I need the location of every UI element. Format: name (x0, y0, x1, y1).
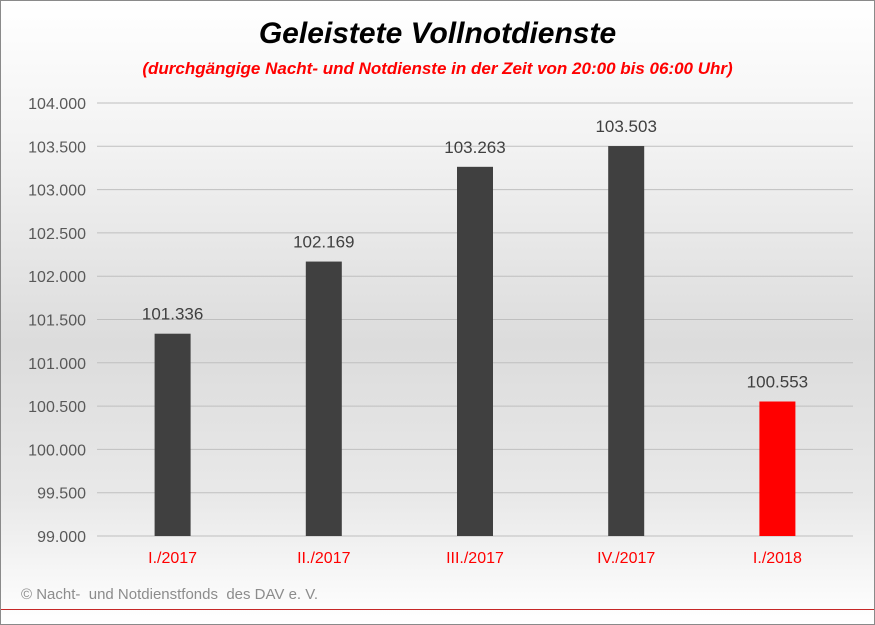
bar (759, 401, 796, 536)
x-category-label: IV./2017 (597, 550, 655, 567)
bar (154, 333, 191, 536)
footer-divider (1, 609, 874, 610)
y-tick-label: 103.500 (28, 139, 86, 156)
x-category-label: I./2017 (148, 550, 197, 567)
bar-value-label: 101.336 (142, 305, 203, 324)
bar (608, 146, 645, 536)
y-tick-label: 101.000 (28, 356, 86, 373)
x-category-label: I./2018 (753, 550, 802, 567)
chart-subtitle: (durchgängige Nacht- und Notdienste in d… (142, 59, 733, 78)
y-tick-label: 104.000 (28, 96, 86, 113)
y-tick-label: 102.000 (28, 269, 86, 286)
y-tick-label: 101.500 (28, 313, 86, 330)
bar-value-label: 102.169 (293, 233, 354, 252)
bar (457, 166, 493, 536)
bar-value-label: 103.503 (595, 117, 656, 136)
y-tick-label: 100.000 (28, 442, 86, 459)
copyright-credit: © Nacht- und Notdienstfonds des DAV e. V… (21, 586, 319, 603)
y-tick-label: 100.500 (28, 399, 86, 416)
bar (305, 261, 342, 536)
y-tick-label: 99.000 (37, 529, 86, 546)
bar-value-label: 103.263 (444, 138, 505, 157)
x-category-label: II./2017 (297, 550, 350, 567)
y-tick-label: 102.500 (28, 226, 86, 243)
y-tick-label: 103.000 (28, 183, 86, 200)
y-tick-label: 99.500 (37, 486, 86, 503)
x-category-label: III./2017 (446, 550, 504, 567)
chart-title: Geleistete Vollnotdienste (258, 17, 617, 50)
bar-value-label: 100.553 (747, 373, 808, 392)
